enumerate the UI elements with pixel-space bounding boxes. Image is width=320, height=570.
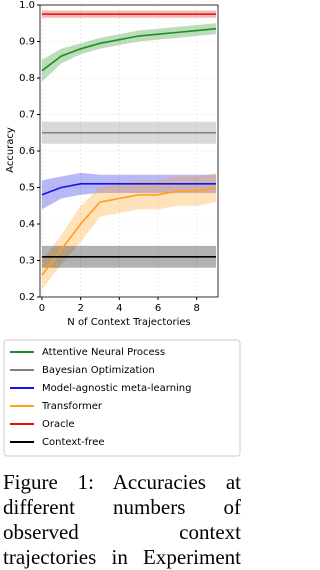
y-tick-label: 0.6 xyxy=(19,146,35,157)
legend-label: Context-free xyxy=(42,437,105,448)
series-line xyxy=(41,183,217,196)
x-tick-label: 4 xyxy=(116,303,122,314)
y-tick-label: 1.0 xyxy=(19,0,35,11)
y-tick-label: 0.3 xyxy=(19,256,35,267)
legend-label: Model-agnostic meta-learning xyxy=(42,383,192,394)
x-tick-label: 6 xyxy=(155,303,161,314)
series-line xyxy=(41,186,217,276)
y-tick-label: 0.4 xyxy=(19,219,35,230)
confidence-band xyxy=(41,23,217,82)
chart: Accuracy N of Context Trajectories 0.2 0.… xyxy=(3,0,241,457)
y-tick-label: 0.8 xyxy=(19,73,35,84)
legend-label: Transformer xyxy=(41,401,103,412)
x-tick-label: 8 xyxy=(194,303,200,314)
legend-label: Oracle xyxy=(42,419,75,430)
page: Accuracy N of Context Trajectories 0.2 0.… xyxy=(3,0,241,569)
y-tick-label: 0.7 xyxy=(19,110,35,121)
legend-label: Attentive Neural Process xyxy=(42,347,165,358)
confidence-band xyxy=(41,172,217,290)
series-line xyxy=(41,27,217,72)
caption: Figure 1: Accuracies at different number… xyxy=(3,470,241,569)
legend-label: Bayesian Optimization xyxy=(42,365,155,376)
legend-box xyxy=(3,339,241,457)
x-tick-label: 2 xyxy=(77,303,83,314)
y-tick-label: 0.5 xyxy=(19,183,35,194)
x-axis-label: N of Context Trajectories xyxy=(67,317,190,328)
y-axis-label: Accuracy xyxy=(5,127,16,173)
x-tick-label: 0 xyxy=(39,303,45,314)
y-tick-label: 0.9 xyxy=(19,37,35,48)
confidence-band xyxy=(41,172,217,210)
y-tick-label: 0.2 xyxy=(19,292,35,303)
plot-frame xyxy=(39,4,219,298)
